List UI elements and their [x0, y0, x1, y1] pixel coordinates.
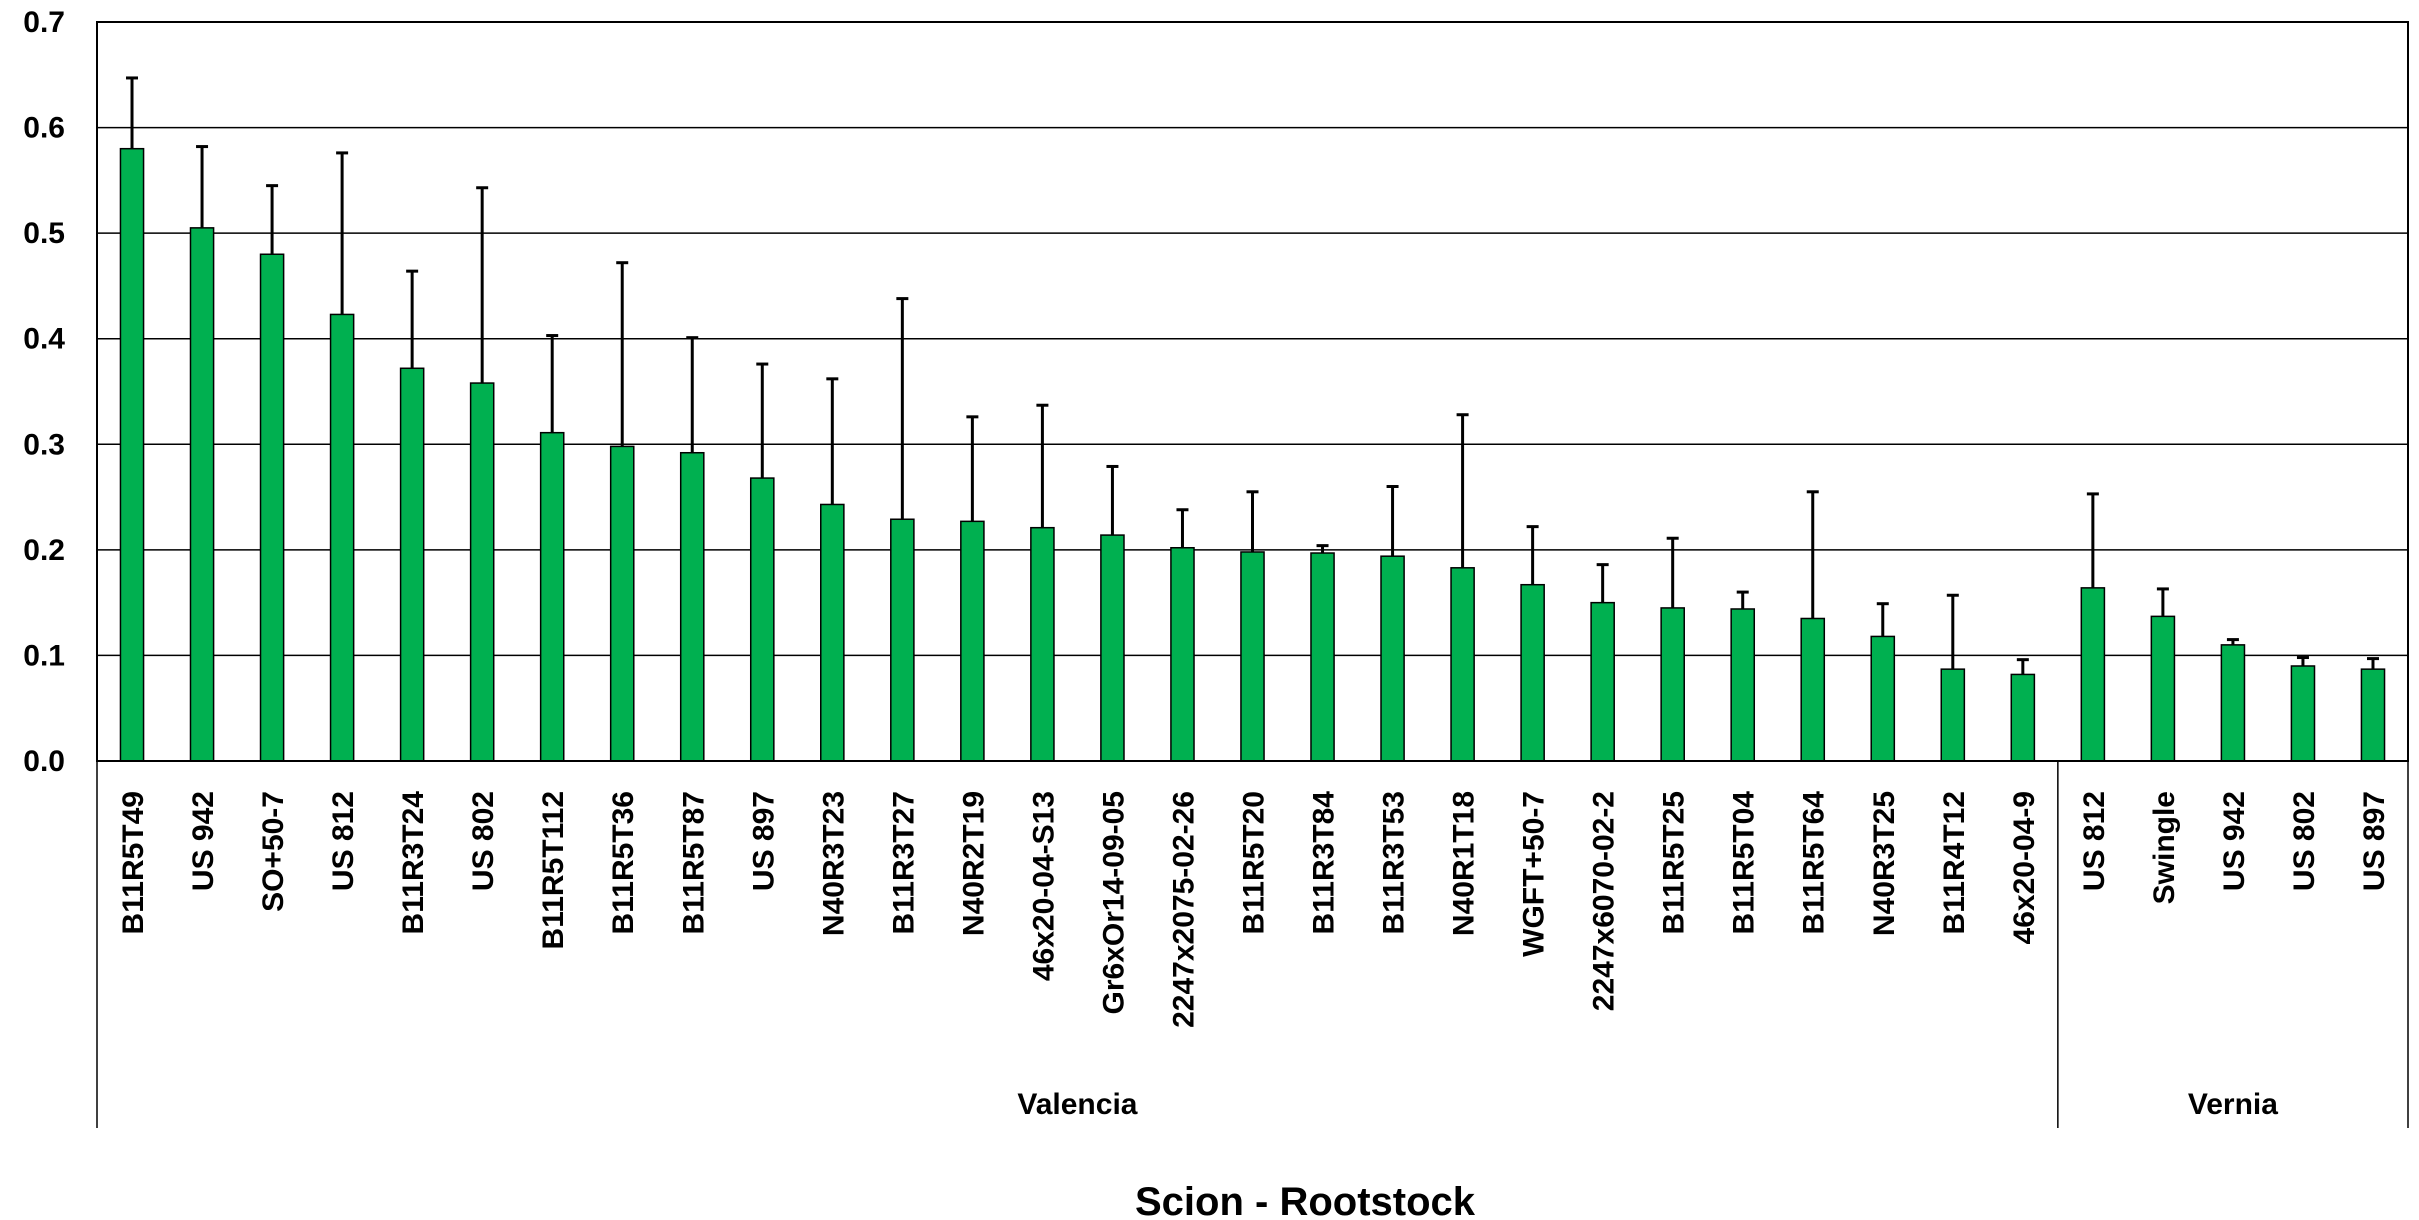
x-tick-label: US 812 — [327, 791, 360, 891]
bar — [1170, 546, 1195, 762]
x-tick-label: 46x20-04-S13 — [1027, 791, 1060, 981]
x-tick-label: B11R5T20 — [1238, 791, 1271, 934]
bar — [259, 253, 285, 762]
bar — [820, 503, 845, 762]
bar — [2150, 615, 2176, 762]
y-tick-label: 0.0 — [23, 745, 65, 778]
y-tick-label: 0.4 — [23, 323, 65, 356]
bar — [2360, 668, 2386, 762]
x-tick-label: B11R5T49 — [117, 791, 150, 934]
bar — [189, 227, 215, 762]
x-tick-label: Swingle — [2148, 791, 2181, 904]
bar — [749, 477, 775, 762]
plot-area-border — [96, 21, 2409, 762]
bar — [2220, 644, 2246, 762]
x-tick-label: N40R3T23 — [817, 791, 850, 936]
bar — [2080, 587, 2106, 762]
x-tick-label: Gr6xOr14-09-05 — [1097, 791, 1130, 1014]
x-tick-label: US 942 — [187, 791, 220, 891]
y-tick-label: 0.2 — [23, 534, 65, 567]
x-tick-label: 46x20-04-9 — [2008, 791, 2041, 944]
bar — [1450, 567, 1475, 762]
x-tick-label: US 942 — [2218, 791, 2251, 891]
x-tick-label: B11R5T87 — [677, 791, 710, 934]
x-tick-label: 2247x2075-02-26 — [1167, 791, 1200, 1028]
error-bars — [126, 76, 2379, 675]
plot-frame — [96, 21, 2409, 762]
bar — [609, 445, 635, 762]
x-tick-label: B11R5T112 — [537, 791, 570, 949]
x-tick-label: B11R3T53 — [1378, 791, 1411, 934]
x-tick-label: B11R5T25 — [1658, 791, 1691, 934]
x-tick-label: US 812 — [2078, 791, 2111, 891]
bar — [119, 147, 145, 762]
x-tick-label: WGFT+50-7 — [1518, 791, 1551, 957]
x-tick-label: B11R3T24 — [397, 791, 430, 935]
bar — [1940, 668, 1966, 762]
y-tick-label: 0.3 — [23, 428, 65, 461]
x-axis-ticks: B11R5T49 US 942 SO+50-7 US 812 B11R3T24 US 80… — [117, 791, 2391, 1028]
x-tick-label: US 802 — [2288, 791, 2321, 891]
x-tick-label: B11R3T84 — [1308, 791, 1341, 935]
x-tick-label: US 897 — [747, 791, 780, 891]
x-tick-label: B11R5T64 — [1798, 791, 1831, 935]
bar — [2010, 673, 2036, 762]
bar — [679, 451, 705, 762]
y-tick-label: 0.6 — [23, 112, 65, 145]
x-tick-label: B11R5T04 — [1728, 791, 1761, 935]
group-label: Vernia — [2188, 1088, 2278, 1121]
x-tick-label: SO+50-7 — [257, 791, 290, 912]
bar — [1030, 526, 1055, 762]
bar — [1310, 552, 1335, 762]
group-label: Valencia — [1017, 1088, 1137, 1121]
bar — [1660, 607, 1685, 762]
bars — [119, 147, 2386, 762]
x-tick-label: 2247x6070-02-2 — [1588, 791, 1621, 1011]
bar — [1240, 551, 1265, 762]
bar — [960, 520, 985, 762]
bar — [1590, 601, 1615, 762]
x-tick-label: N40R1T18 — [1448, 791, 1481, 936]
bar — [1730, 608, 1756, 762]
bar — [1870, 635, 1896, 762]
bar — [1520, 583, 1545, 762]
x-tick-label: N40R2T19 — [957, 791, 990, 936]
bar — [1100, 534, 1125, 762]
x-axis-title: Scion - Rootstock — [1135, 1180, 1476, 1220]
x-tick-label: US 802 — [467, 791, 500, 891]
bar — [399, 367, 425, 762]
y-axis-ticks: 0.0 0.1 0.2 0.3 0.4 0.5 0.6 0.7 — [23, 6, 65, 778]
x-tick-label: US 897 — [2358, 791, 2391, 891]
y-tick-label: 0.1 — [23, 639, 65, 672]
y-tick-label: 0.5 — [23, 217, 65, 250]
group-axis: Valencia Vernia — [96, 761, 2409, 1128]
x-tick-label: B11R4T12 — [1938, 791, 1971, 934]
x-tick-label: N40R3T25 — [1868, 791, 1901, 936]
bar — [469, 382, 495, 762]
x-tick-label: B11R3T27 — [887, 791, 920, 934]
y-tick-label: 0.7 — [23, 6, 65, 39]
bar — [890, 518, 915, 762]
bar — [1380, 555, 1405, 762]
bar — [329, 313, 355, 762]
bar — [1800, 617, 1826, 762]
bar — [539, 431, 565, 762]
bar — [2290, 665, 2316, 762]
x-tick-label: B11R5T36 — [607, 791, 640, 934]
